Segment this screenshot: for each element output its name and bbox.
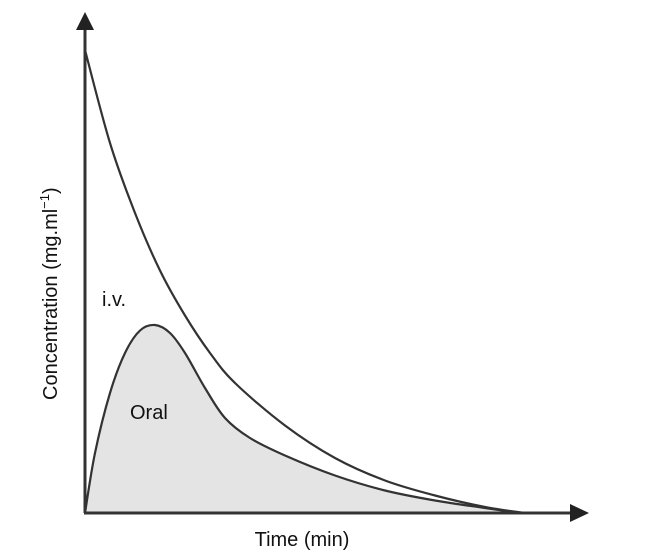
series-line-oral: [83, 323, 521, 515]
series-area-oral: [85, 324, 520, 513]
y-axis-label: Concentration (mg.ml−1): [37, 187, 62, 400]
x-axis-label: Time (min): [255, 529, 350, 551]
y-axis-arrow-icon: [76, 12, 94, 30]
series-label-oral: Oral: [130, 402, 168, 424]
series-label-iv: i.v.: [102, 289, 126, 311]
y-axis-label-close: ): [40, 187, 62, 194]
x-axis-arrow-icon: [570, 504, 589, 522]
y-axis-label-superscript: −1: [37, 194, 52, 209]
y-axis-label-text: Concentration (mg.ml: [40, 209, 62, 400]
series-line-iv: [83, 49, 526, 515]
plot-area: [83, 49, 526, 515]
